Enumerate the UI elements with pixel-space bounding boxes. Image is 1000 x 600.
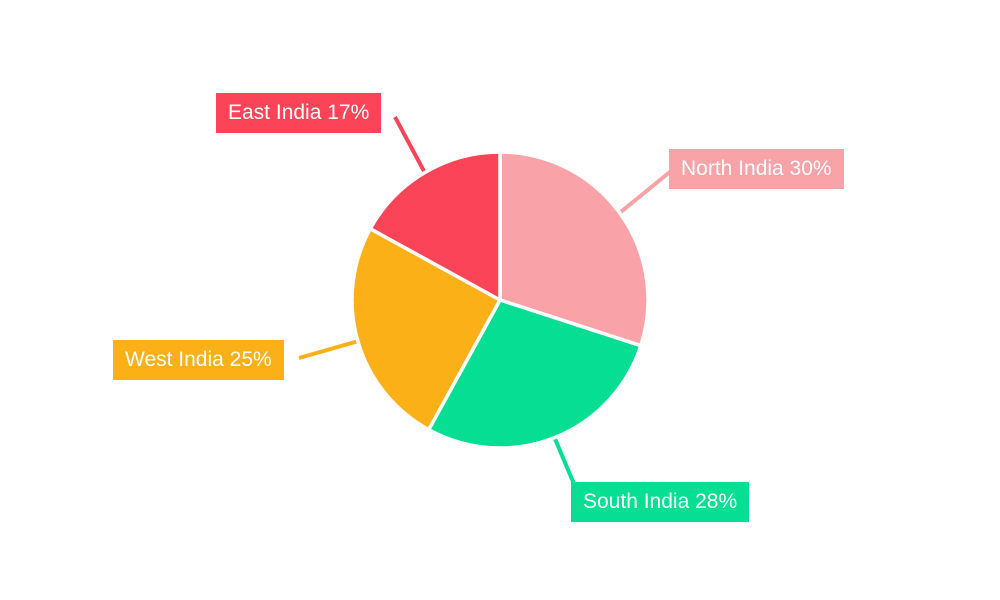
slice-label-east-india: East India 17% [216, 93, 382, 133]
slice-label-north-india: North India 30% [669, 149, 844, 189]
pie-slice-south-india [426, 298, 643, 450]
leader-line-south-india [551, 434, 576, 485]
leader-line-north-india [616, 169, 673, 216]
slice-label-south-india: South India 28% [571, 482, 750, 522]
pie-slice-east-india [368, 150, 502, 302]
pie-slice-north-india [498, 150, 650, 348]
leader-line-east-india [393, 116, 428, 176]
pie-slice-west-india [350, 226, 502, 432]
leader-line-west-india [298, 338, 361, 360]
slice-label-west-india: West India 25% [113, 340, 284, 380]
